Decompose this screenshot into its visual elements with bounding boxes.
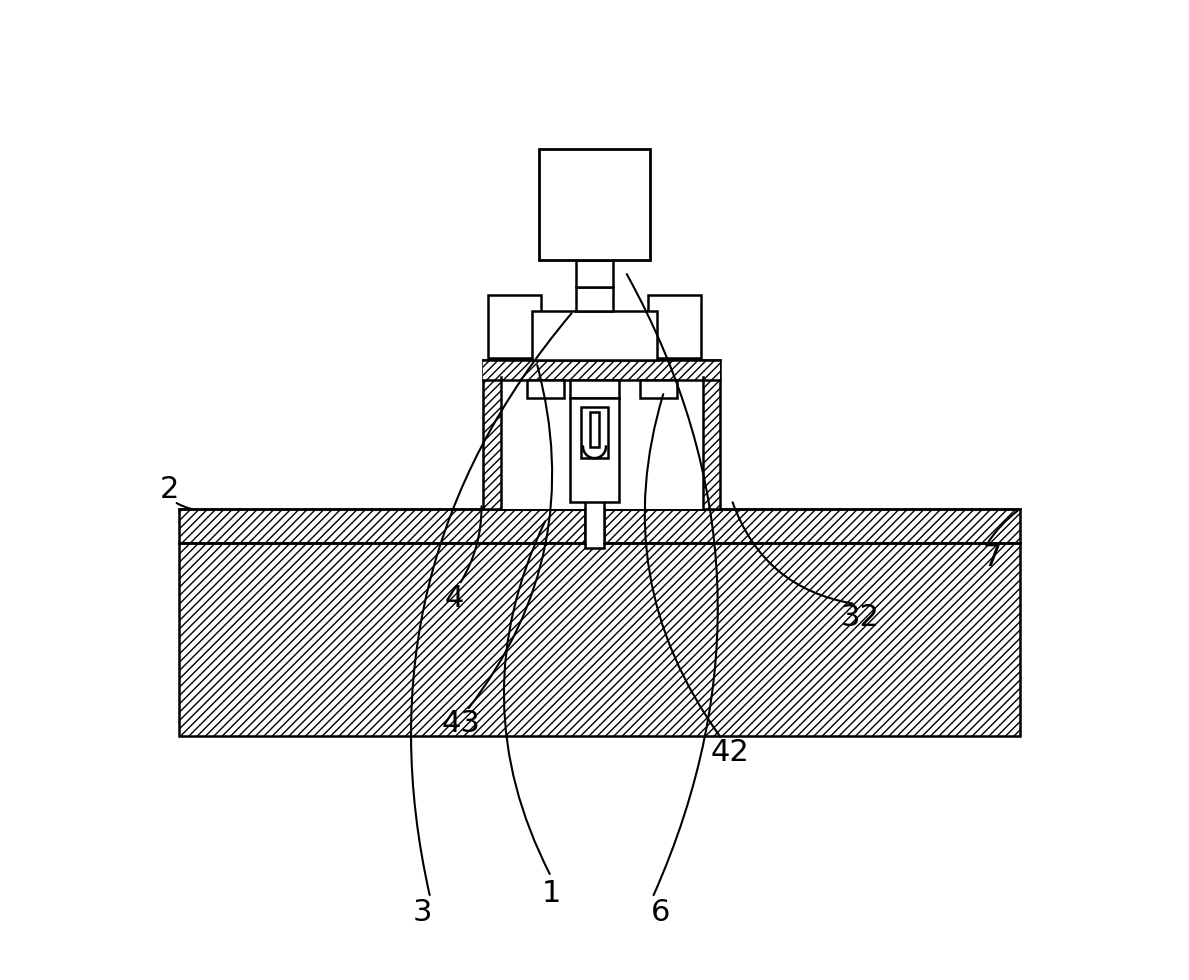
Bar	[501, 377, 703, 510]
Bar	[489, 295, 541, 358]
Bar	[571, 398, 618, 502]
Text: 4: 4	[445, 584, 464, 612]
Bar	[590, 413, 599, 447]
Text: 3: 3	[413, 898, 433, 927]
Text: 7: 7	[983, 543, 1002, 572]
Text: 43: 43	[442, 710, 480, 738]
Text: 32: 32	[841, 603, 880, 632]
Bar	[640, 380, 677, 398]
Bar	[585, 475, 604, 548]
Bar	[484, 360, 721, 510]
Bar	[527, 380, 564, 398]
Bar	[180, 543, 1020, 736]
Bar	[577, 287, 612, 312]
Text: 42: 42	[710, 738, 749, 767]
Text: 6: 6	[650, 898, 669, 927]
Text: 2: 2	[159, 475, 180, 505]
Bar	[180, 510, 1020, 543]
Bar	[484, 360, 721, 380]
Bar	[571, 380, 618, 398]
Bar	[539, 149, 650, 260]
Bar	[648, 295, 700, 358]
Bar	[531, 312, 658, 360]
Bar	[581, 408, 608, 458]
Bar	[585, 510, 604, 543]
Bar	[577, 260, 612, 287]
Text: 1: 1	[541, 879, 561, 908]
